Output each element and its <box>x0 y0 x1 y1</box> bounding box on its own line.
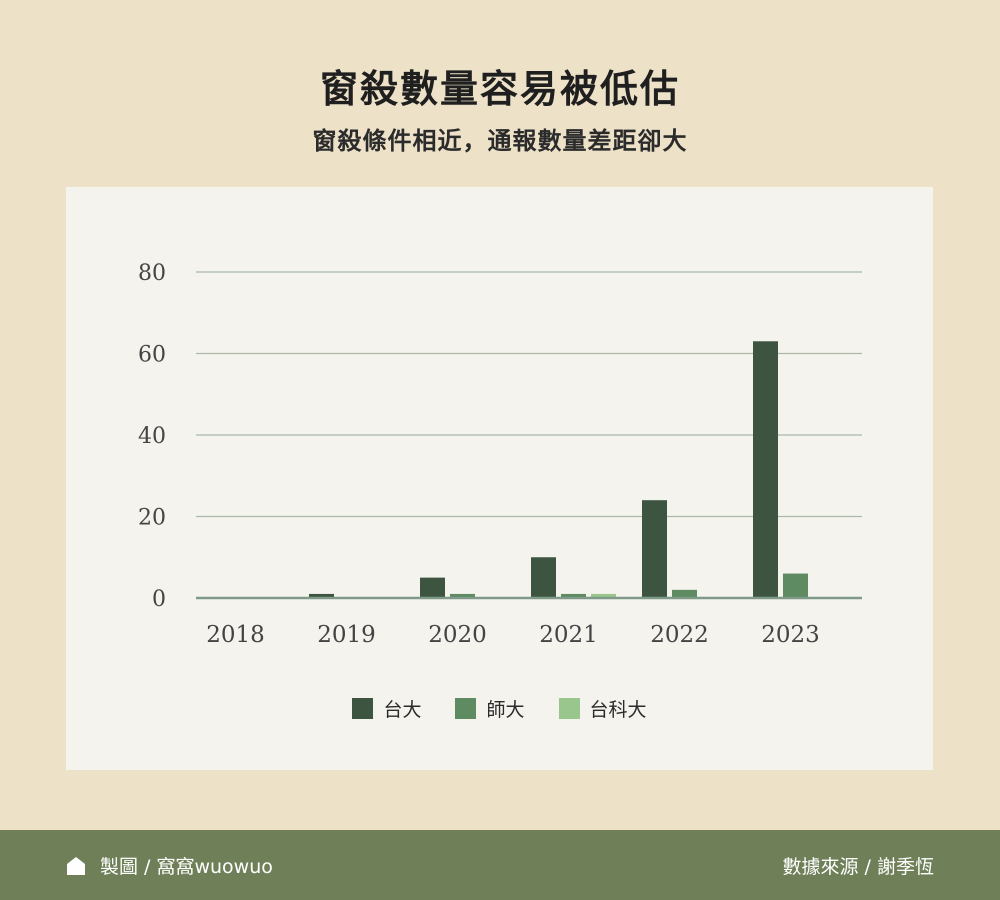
chart-panel: 0 20 40 60 80 2018 2019 2020 2021 2022 2023 台大 師大 … <box>66 187 933 770</box>
x-tick-label: 2021 <box>539 622 598 648</box>
legend-swatch-taida <box>352 698 374 719</box>
bar-2020-1 <box>450 593 475 598</box>
chart-title: 窗殺數量容易被低估 <box>319 66 680 111</box>
chart-legend: 台大 師大 台科大 <box>66 695 933 722</box>
bar-2022-1 <box>672 589 697 598</box>
y-tick-label: 60 <box>138 343 166 368</box>
y-tick-label: 0 <box>152 587 166 612</box>
home-icon <box>67 856 85 875</box>
legend-swatch-taike <box>558 698 580 719</box>
legend-item-taike: 台科大 <box>558 695 647 722</box>
y-tick-label: 20 <box>138 506 166 531</box>
bar-2019-0 <box>309 593 334 598</box>
footer-credit-text: 製圖 / 窩窩wuowuo <box>100 856 273 878</box>
legend-item-taida: 台大 <box>352 695 421 722</box>
x-tick-label: 2022 <box>650 622 709 648</box>
legend-label-taida: 台大 <box>383 699 422 721</box>
bar-2020-0 <box>420 577 445 598</box>
x-tick-label: 2018 <box>206 622 265 648</box>
y-tick-label: 40 <box>138 424 166 449</box>
bar-2021-1 <box>561 593 586 598</box>
footer-credit: 製圖 / 窩窩wuowuo <box>66 852 273 879</box>
bar-2022-0 <box>642 500 667 598</box>
bar-2021-0 <box>531 557 556 598</box>
legend-label-shida: 師大 <box>486 699 525 721</box>
bar-2023-1 <box>783 573 808 598</box>
x-tick-label: 2019 <box>317 622 376 648</box>
footer-bar: 製圖 / 窩窩wuowuo 數據來源 / 謝季恆 <box>0 830 1000 900</box>
x-tick-label: 2020 <box>428 622 487 648</box>
x-tick-label: 2023 <box>761 622 820 648</box>
bar-2023-0 <box>753 341 778 598</box>
footer-source: 數據來源 / 謝季恆 <box>782 856 934 878</box>
chart-subtitle: 窗殺條件相近，通報數量差距卻大 <box>312 126 688 155</box>
y-tick-label: 80 <box>138 261 166 286</box>
bar-chart: 0 20 40 60 80 2018 2019 2020 2021 2022 2023 <box>138 261 862 648</box>
legend-item-shida: 師大 <box>455 695 525 722</box>
legend-label-taike: 台科大 <box>589 699 647 721</box>
legend-swatch-shida <box>455 698 477 719</box>
bar-2021-2 <box>591 593 616 598</box>
